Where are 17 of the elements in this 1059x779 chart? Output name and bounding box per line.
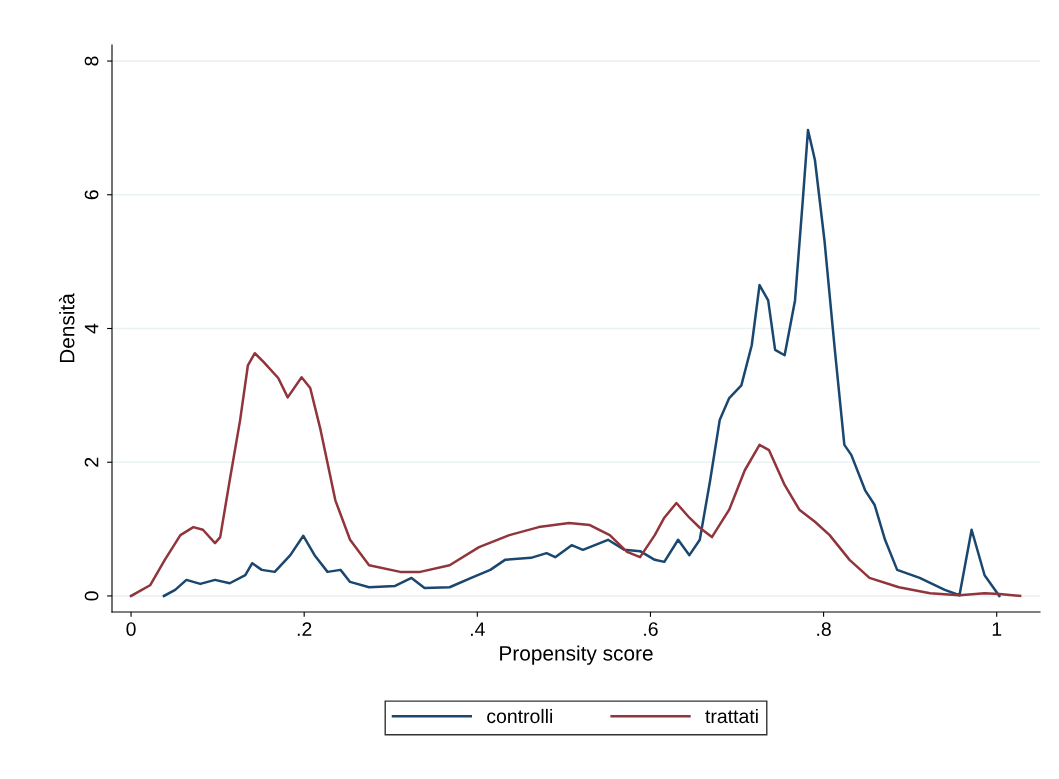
line-series: [162, 128, 1001, 598]
line-series: [129, 351, 1022, 598]
x-tick-label: 0: [126, 622, 136, 636]
x-tick-label: 1: [992, 622, 1002, 636]
x-axis-title: Propensity score: [500, 645, 653, 665]
y-tick-label: 6: [84, 190, 99, 200]
legend-label: controlli: [487, 708, 553, 724]
y-tick-label: 0: [84, 591, 99, 601]
legend-label: trattati: [705, 708, 758, 724]
x-tick-label: .6: [644, 622, 658, 636]
x-tick-label: .2: [297, 622, 312, 636]
y-tick-label: 8: [84, 56, 99, 66]
x-tick-label: .4: [470, 622, 485, 636]
y-tick-label: 4: [84, 323, 99, 334]
y-tick-label: 2: [84, 457, 99, 467]
x-tick-label: .8: [817, 622, 831, 636]
y-axis-title: Densità: [58, 293, 75, 363]
